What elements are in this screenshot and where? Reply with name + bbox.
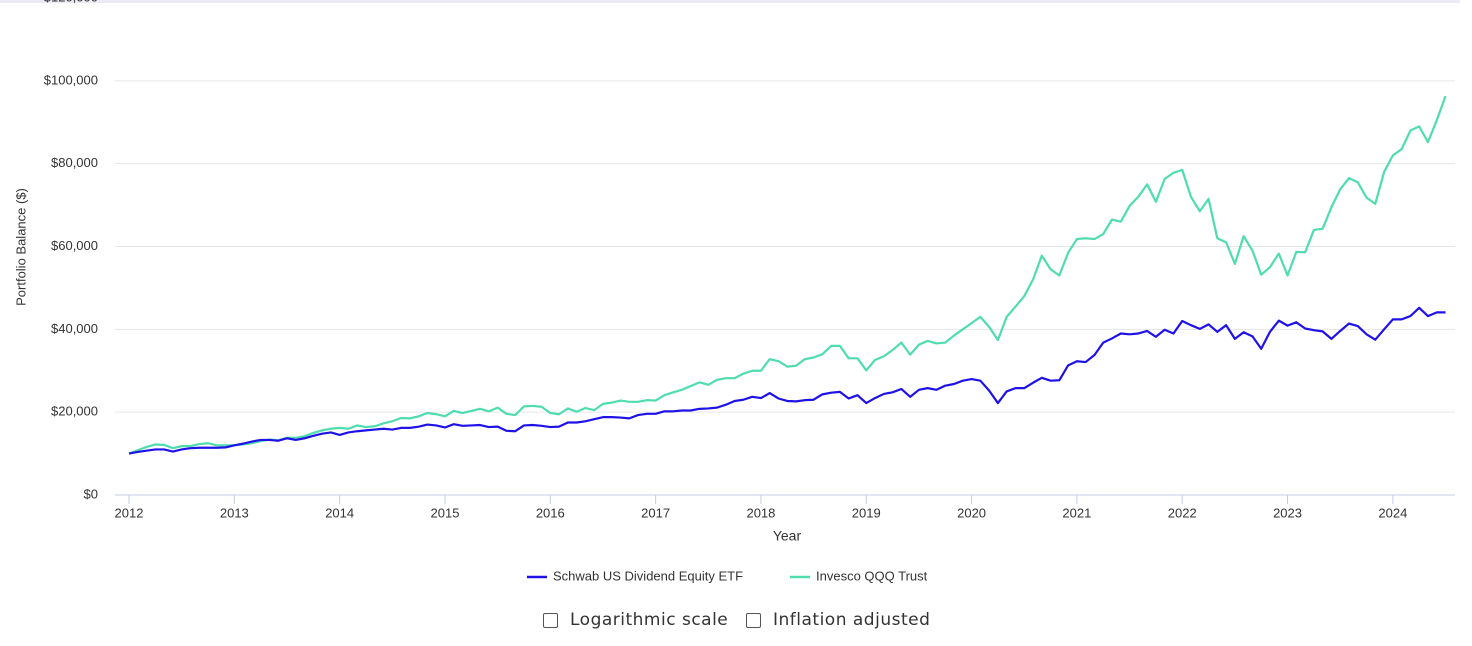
series-line: [128, 306, 1446, 455]
top-bar: [0, 0, 1460, 3]
y-tick-label: $0: [84, 486, 98, 501]
x-tick-label: 2016: [536, 505, 565, 520]
x-axis-label: Year: [773, 528, 802, 544]
x-tick-label: 2019: [852, 505, 881, 520]
x-tick-label: 2024: [1378, 505, 1407, 520]
y-tick-label: $80,000: [51, 155, 98, 170]
log-scale-label: Logarithmic scale: [570, 610, 729, 630]
x-tick-label: 2023: [1273, 505, 1302, 520]
x-tick-label: 2018: [746, 505, 775, 520]
y-tick-label: $20,000: [51, 404, 98, 419]
y-tick-label: $60,000: [51, 238, 98, 253]
x-tick-label: 2017: [641, 505, 670, 520]
y-axis-label: Portfolio Balance ($): [13, 188, 28, 306]
legend-label: Schwab US Dividend Equity ETF: [553, 568, 743, 583]
legend-label: Invesco QQQ Trust: [816, 568, 928, 583]
inflation-label: Inflation adjusted: [773, 610, 931, 630]
log-scale-toggle[interactable]: Logarithmic scale: [543, 610, 728, 630]
y-tick-label: $100,000: [44, 72, 98, 87]
x-tick-label: 2022: [1168, 505, 1197, 520]
x-tick-label: 2012: [115, 505, 144, 520]
x-tick-label: 2021: [1062, 505, 1091, 520]
series-line: [128, 95, 1447, 455]
y-tick-label: $40,000: [51, 321, 98, 336]
x-tick-label: 2013: [220, 505, 249, 520]
x-tick-label: 2015: [431, 505, 460, 520]
x-tick-label: 2020: [957, 505, 986, 520]
y-tick-label: $120,000: [44, 0, 98, 4]
inflation-toggle[interactable]: Inflation adjusted: [746, 610, 930, 630]
x-tick-label: 2014: [325, 505, 354, 520]
